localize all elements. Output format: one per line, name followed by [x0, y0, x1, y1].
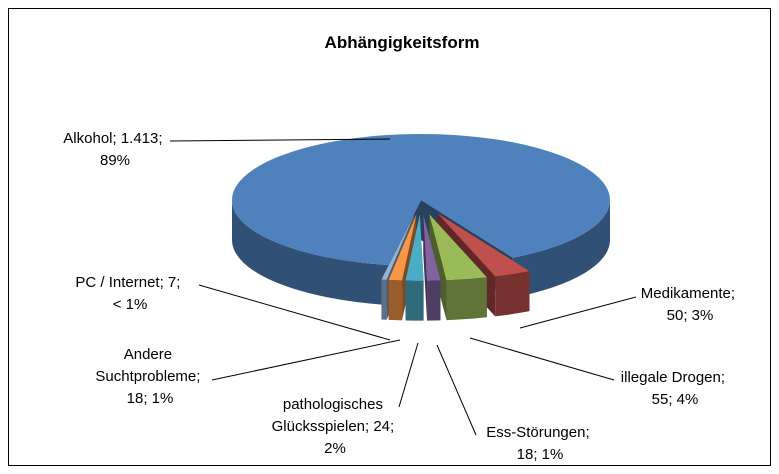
leader-line	[211, 339, 401, 381]
data-label: Alkohol; 1.413; 89%	[63, 130, 166, 169]
data-label-line: PC / Internet; 7;	[75, 274, 184, 291]
data-label-line: Medikamente;	[641, 285, 739, 302]
data-label: Ess-Störungen; 18; 1%	[486, 424, 594, 463]
slice	[405, 214, 424, 281]
data-label-line: < 1%	[113, 296, 148, 313]
data-label: illegale Drogen; 55; 4%	[621, 369, 729, 408]
chart-title: Abhängigkeitsform	[325, 33, 480, 52]
data-label-line: 50; 3%	[667, 307, 714, 324]
data-label-line: 18; 1%	[517, 446, 564, 463]
data-label-line: Ess-Störungen;	[486, 424, 594, 441]
leader-line	[469, 337, 615, 381]
slice-side	[388, 279, 403, 321]
data-label-line: Suchtprobleme;	[95, 368, 204, 385]
data-label-line: Alkohol; 1.413;	[63, 130, 166, 147]
data-label-line: 2%	[324, 440, 346, 457]
data-label-line: 18; 1%	[127, 390, 174, 407]
data-label: PC / Internet; 7; < 1%	[75, 274, 184, 313]
leader-line	[169, 138, 391, 142]
slice-cut-face	[423, 214, 428, 321]
slice-side	[232, 200, 389, 305]
leader-line	[436, 344, 477, 436]
slice-side	[405, 280, 424, 321]
data-label-line: 55; 4%	[652, 391, 699, 408]
slice-side	[495, 271, 530, 317]
leader-line	[519, 296, 637, 329]
slice	[381, 214, 415, 280]
data-label-line: illegale Drogen;	[621, 369, 729, 386]
data-label-line: Glücksspielen; 24;	[272, 418, 399, 435]
slice	[231, 134, 610, 265]
slice-side	[427, 280, 441, 321]
data-label-line: pathologisches	[283, 396, 387, 413]
data-label-line: 89%	[100, 152, 130, 169]
data-label: Andere Suchtprobleme; 18; 1%	[95, 346, 204, 407]
slice-side	[512, 200, 610, 298]
slice	[437, 213, 530, 277]
slice-cut-face	[429, 214, 447, 321]
data-label-line: Andere	[124, 346, 177, 363]
slice-side	[446, 277, 487, 321]
slice-side	[381, 279, 387, 320]
slice	[429, 214, 487, 281]
slice	[423, 214, 441, 281]
slice	[388, 214, 417, 281]
leader-line	[398, 342, 419, 408]
leader-line	[198, 284, 391, 341]
data-label: Medikamente; 50; 3%	[641, 285, 739, 324]
data-label: pathologisches Glücksspielen; 24; 2%	[272, 396, 399, 457]
